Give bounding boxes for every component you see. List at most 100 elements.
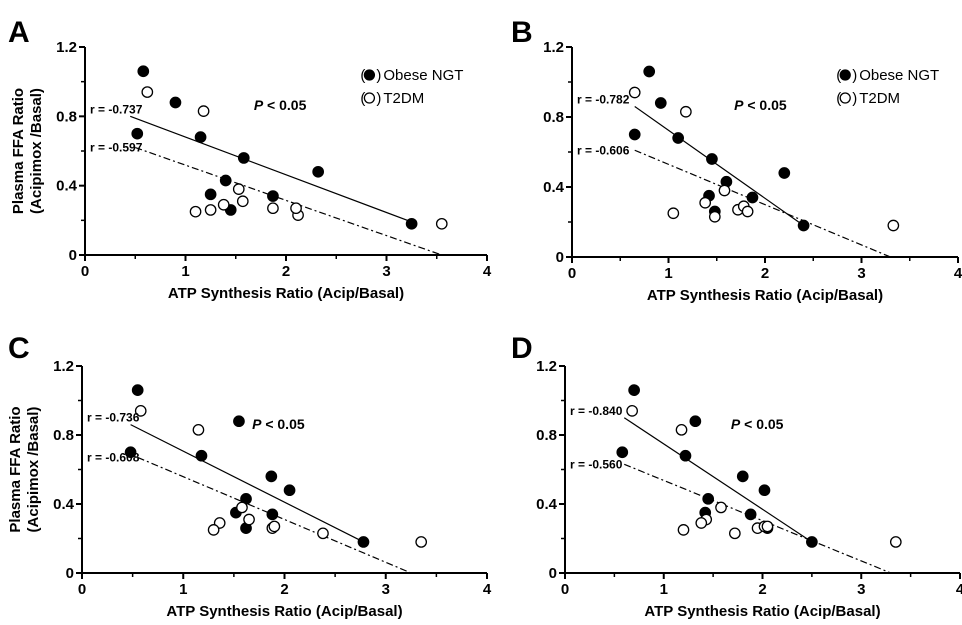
data-point-obese-ngt (219, 174, 232, 187)
data-point-t2dm (695, 517, 708, 529)
x-tick-label: 0 (81, 263, 89, 280)
panel-letter: B (511, 16, 533, 49)
r-value-obese-ngt: r = -0.840 (570, 404, 623, 418)
p-value-label: P < 0.05 (252, 416, 305, 432)
x-tick-label: 1 (179, 581, 187, 598)
x-axis-label: ATP Synthesis Ratio (Acip/Basal) (644, 603, 880, 620)
p-value-label: P < 0.05 (731, 416, 784, 432)
y-axis-label: (Acipimox /Basal) (28, 88, 45, 214)
data-point-obese-ngt (672, 132, 685, 144)
data-point-t2dm (141, 86, 154, 98)
data-point-obese-ngt (643, 65, 656, 78)
x-axis-label: ATP Synthesis Ratio (Acip/Basal) (166, 603, 402, 620)
data-point-t2dm (217, 198, 230, 211)
data-point-obese-ngt (679, 449, 692, 462)
data-point-t2dm (317, 527, 329, 540)
p-value-label: P < 0.05 (254, 97, 307, 113)
regression-line-t2dm (624, 463, 892, 574)
legend-label: T2DM (383, 90, 424, 107)
legend-bracket: ( (836, 90, 841, 107)
r-value-t2dm: r = -0.560 (570, 457, 623, 471)
regression-line-obese-ngt (623, 417, 813, 543)
data-point-t2dm (197, 105, 210, 117)
legend-bracket: ) (852, 67, 857, 84)
data-point-t2dm (728, 527, 741, 540)
y-tick-label: 1.2 (543, 39, 564, 56)
x-tick-label: 1 (181, 263, 189, 280)
legend-bracket: ) (852, 90, 857, 107)
data-point-obese-ngt (169, 96, 182, 109)
data-point-t2dm (236, 195, 249, 208)
legend-bracket: ( (836, 67, 841, 84)
data-point-t2dm (243, 513, 255, 526)
regression-line-obese-ngt (130, 424, 364, 543)
x-tick-label: 4 (956, 581, 962, 598)
data-point-t2dm (887, 219, 900, 232)
data-point-t2dm (268, 520, 281, 533)
y-tick-label: 0.4 (543, 179, 565, 196)
data-point-obese-ngt (736, 470, 749, 483)
y-tick-label: 0 (549, 565, 557, 582)
r-value-t2dm: r = -0.597 (90, 141, 143, 155)
x-tick-label: 4 (483, 581, 492, 598)
y-tick-label: 0 (556, 249, 564, 266)
data-point-obese-ngt (267, 190, 279, 202)
data-point-t2dm (715, 501, 727, 514)
x-tick-label: 2 (761, 265, 769, 282)
legend-label: Obese NGT (383, 67, 463, 84)
panel-letter: A (8, 16, 30, 49)
y-axis-label: (Acipimox /Basal) (25, 407, 42, 533)
y-axis-label: Plasma FFA Ratio (7, 406, 24, 532)
r-value-obese-ngt: r = -0.736 (87, 411, 140, 425)
x-tick-label: 3 (857, 581, 865, 598)
data-point-obese-ngt (131, 127, 144, 140)
data-point-t2dm (207, 524, 220, 536)
x-axis-label: ATP Synthesis Ratio (Acip/Basal) (647, 287, 883, 304)
y-tick-label: 0.8 (56, 108, 77, 125)
data-point-t2dm (628, 86, 641, 99)
panel-letter: C (8, 332, 30, 365)
x-tick-label: 3 (382, 581, 390, 598)
data-point-t2dm (267, 202, 279, 215)
legend-marker-obese-ngt (839, 69, 851, 81)
data-point-t2dm (680, 105, 692, 118)
data-point-obese-ngt (194, 131, 207, 143)
data-point-t2dm (699, 196, 712, 209)
data-point-obese-ngt (266, 508, 279, 521)
legend-bracket: ) (376, 90, 381, 107)
y-axis-label: Plasma FFA Ratio (10, 88, 27, 214)
data-point-obese-ngt (778, 167, 791, 179)
legend-label: T2DM (859, 90, 900, 107)
data-point-t2dm (667, 207, 680, 220)
data-point-obese-ngt (706, 153, 718, 165)
data-point-t2dm (204, 204, 217, 216)
data-point-obese-ngt (746, 191, 759, 204)
data-point-t2dm (134, 404, 147, 417)
data-point-obese-ngt (689, 415, 702, 428)
legend-marker-t2dm (363, 92, 376, 104)
x-tick-label: 2 (280, 581, 288, 598)
regression-line-t2dm (634, 149, 891, 258)
data-point-t2dm (435, 217, 448, 230)
data-point-obese-ngt (312, 165, 325, 178)
data-point-obese-ngt (616, 446, 629, 459)
data-point-t2dm (675, 423, 688, 436)
r-value-t2dm: r = -0.606 (577, 143, 630, 157)
x-tick-label: 0 (568, 265, 576, 282)
data-point-t2dm (415, 536, 428, 548)
data-point-t2dm (677, 524, 690, 536)
data-point-obese-ngt (283, 484, 296, 497)
data-point-obese-ngt (137, 65, 150, 78)
chart-panel-a: A 0 1 2 3 4 0 0.4 0.8 1.2 ATP Synthesis Ratio (Aci… (8, 16, 492, 302)
regression-line-t2dm (135, 146, 442, 256)
data-point-obese-ngt (744, 508, 757, 521)
data-point-t2dm (761, 520, 774, 533)
legend: () Obese NGT () T2DM (360, 67, 463, 107)
chart-panel-b: B 0 1 2 3 4 0 0.4 0.8 1.2 ATP Synthesis Ratio (Aci… (511, 16, 962, 304)
data-point-t2dm (236, 501, 248, 514)
data-point-t2dm (232, 183, 245, 195)
x-tick-label: 4 (954, 265, 962, 282)
chart-panel-c: C 0 1 2 3 4 0 0.4 0.8 1.2 ATP Synthesis Ratio (Aci… (7, 332, 492, 620)
data-point-obese-ngt (204, 188, 217, 201)
